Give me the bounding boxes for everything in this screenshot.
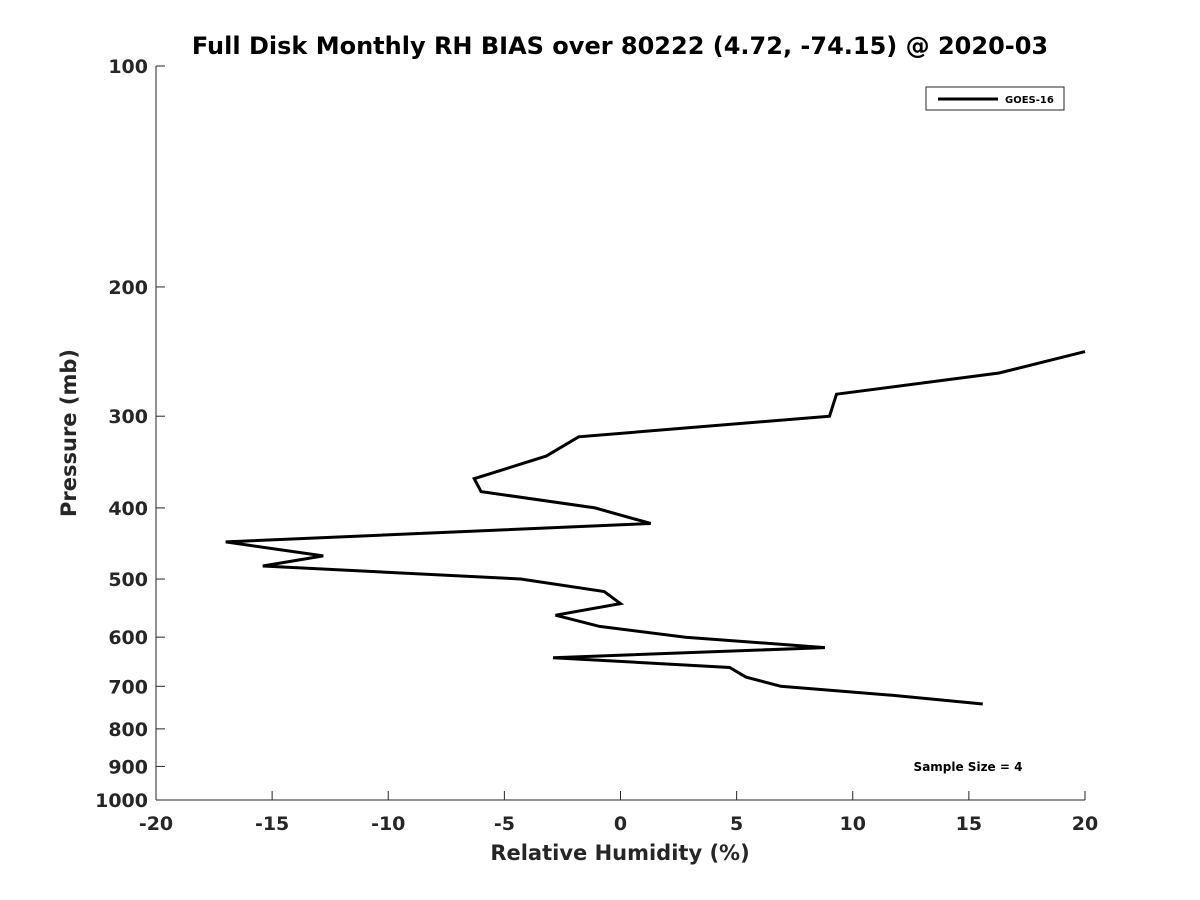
sample-size-annotation: Sample Size = 4 xyxy=(914,760,1023,774)
y-tick-label: 900 xyxy=(108,756,148,778)
y-tick-label: 300 xyxy=(108,406,148,428)
series-layer xyxy=(225,350,1086,706)
y-tick-label: 700 xyxy=(108,676,148,698)
x-tick-label: -20 xyxy=(139,813,173,835)
legend: GOES-16 xyxy=(925,86,1065,111)
x-tick-label: 0 xyxy=(614,813,627,835)
legend-entry-goes-16: GOES-16 xyxy=(1005,95,1054,106)
chart-title: Full Disk Monthly RH BIAS over 80222 (4.… xyxy=(192,32,1048,60)
y-tick-label: 400 xyxy=(108,498,148,520)
y-tick-label: 100 xyxy=(108,56,148,78)
x-tick-label: -10 xyxy=(371,813,405,835)
x-tick-label: 20 xyxy=(1072,813,1098,835)
y-tick-label: 1000 xyxy=(95,790,148,812)
series-line-goes-16 xyxy=(225,350,1086,706)
x-tick-label: 15 xyxy=(956,813,982,835)
x-tick-label: -5 xyxy=(494,813,515,835)
x-ticks: -20 -15 -10 -5 0 5 10 15 20 xyxy=(139,791,1098,835)
y-tick-label: 500 xyxy=(108,569,148,591)
x-tick-label: 5 xyxy=(730,813,743,835)
y-ticks: 100 200 300 400 500 600 700 800 900 1000 xyxy=(95,56,165,812)
x-tick-label: 10 xyxy=(840,813,866,835)
x-axis-label: Relative Humidity (%) xyxy=(490,841,749,865)
y-tick-label: 800 xyxy=(108,719,148,741)
y-tick-label: 200 xyxy=(108,277,148,299)
x-tick-label: -15 xyxy=(255,813,289,835)
y-axis-label: Pressure (mb) xyxy=(57,349,81,517)
y-tick-label: 600 xyxy=(108,627,148,649)
